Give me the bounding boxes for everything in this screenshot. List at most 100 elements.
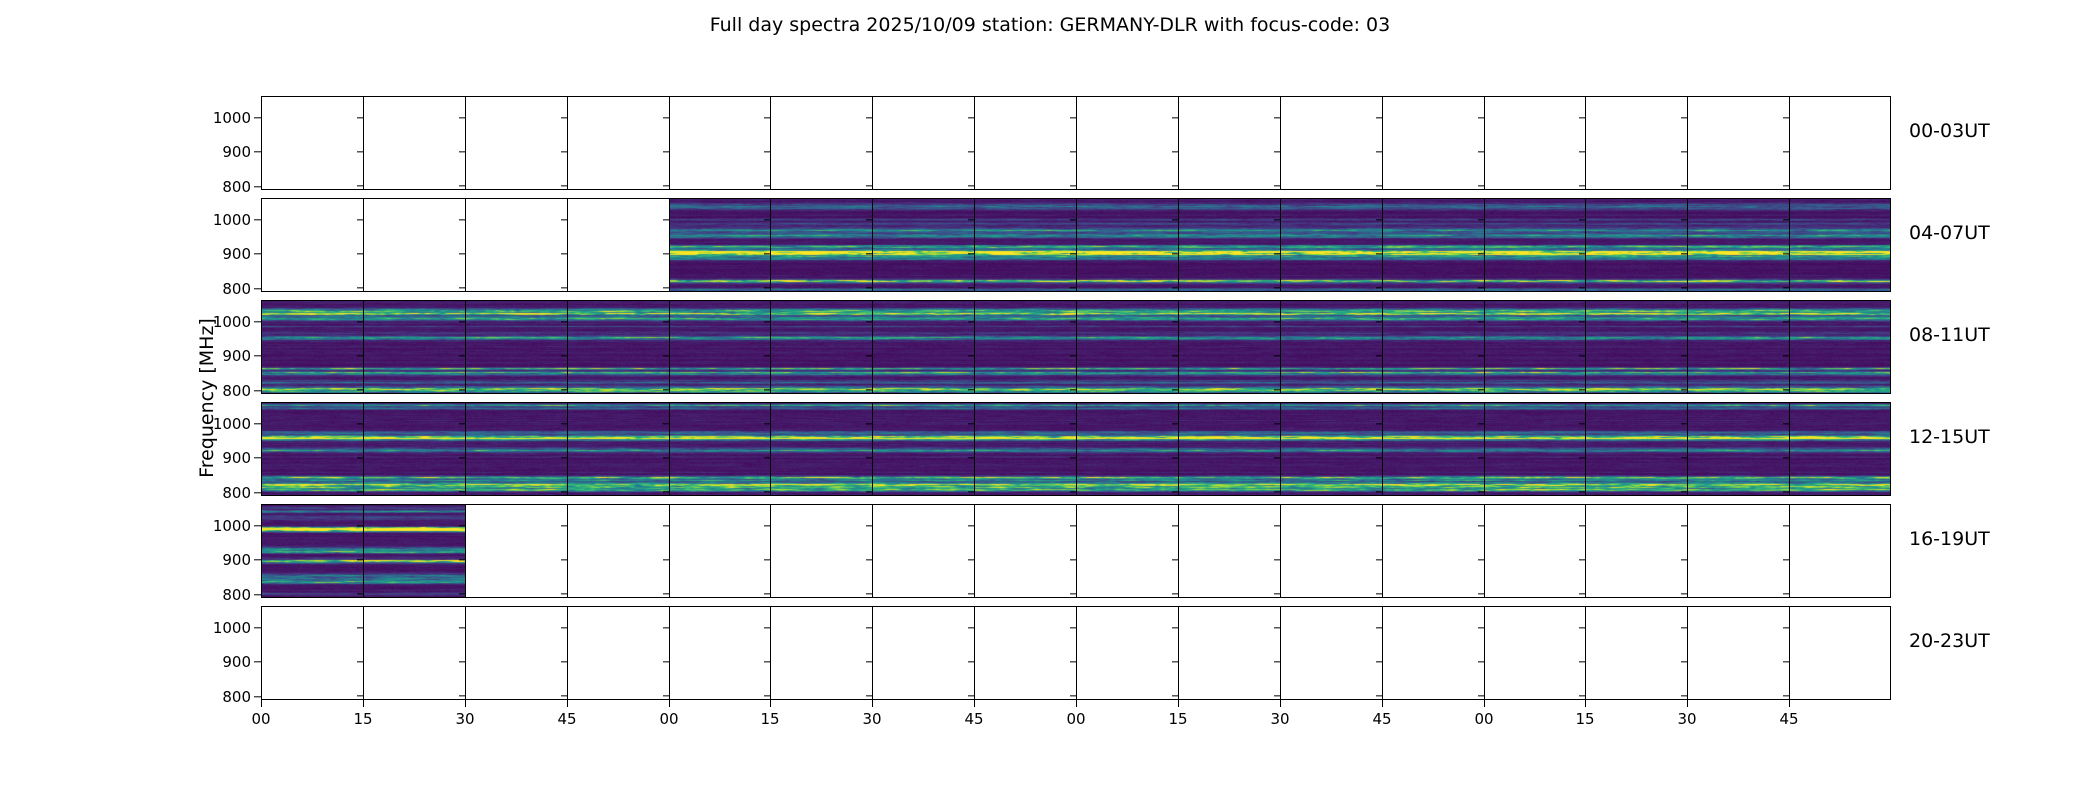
panel-ytick-mark (1070, 457, 1076, 459)
panel-ytick-mark (1172, 151, 1178, 153)
panel-ytick-mark (1478, 219, 1484, 221)
panel-ytick-mark (1579, 321, 1585, 323)
panel-ytick-mark (764, 627, 770, 629)
panel-ytick-mark (1172, 287, 1178, 289)
segment-divider (363, 505, 364, 597)
panel-ytick-mark (1070, 185, 1076, 187)
panel-ytick-mark (1274, 151, 1280, 153)
segment-divider (1382, 97, 1383, 189)
segment-divider (363, 199, 364, 291)
segment-divider (1484, 97, 1485, 189)
panel-ytick-mark (764, 593, 770, 595)
segment-divider (1280, 403, 1281, 495)
panel-ytick-mark (1376, 423, 1382, 425)
panel-ytick-mark (866, 355, 872, 357)
panel-ytick-mark (561, 287, 567, 289)
panel-ytick-mark (968, 695, 974, 697)
x-tick-mark (1076, 700, 1078, 707)
y-tick-mark (254, 525, 261, 527)
panel-ytick-mark (764, 559, 770, 561)
panel-ytick-mark (1274, 661, 1280, 663)
panel-ytick-mark (1172, 695, 1178, 697)
panel-ytick-mark (1274, 355, 1280, 357)
segment-divider (1585, 97, 1586, 189)
panel-ytick-mark (1783, 321, 1789, 323)
panel-ytick-mark (866, 627, 872, 629)
panel-ytick-mark (866, 253, 872, 255)
panel-ytick-mark (561, 321, 567, 323)
panel-ytick-mark (866, 525, 872, 527)
panel-ytick-mark (764, 117, 770, 119)
panel-ytick-mark (1274, 389, 1280, 391)
segment-divider (567, 199, 568, 291)
panel-ytick-mark (1579, 457, 1585, 459)
panel-ytick-mark (1070, 117, 1076, 119)
segment-divider (1585, 403, 1586, 495)
panel-ytick-mark (1478, 593, 1484, 595)
x-tick-mark (1280, 700, 1282, 707)
panel-ytick-mark (663, 355, 669, 357)
x-tick-label: 30 (1677, 710, 1697, 728)
panel-ytick-mark (459, 355, 465, 357)
panel-ytick-mark (1070, 525, 1076, 527)
panel-ytick-mark (561, 491, 567, 493)
panel-ytick-mark (1579, 661, 1585, 663)
y-tick-label: 800 (222, 280, 251, 298)
panel-ytick-mark (459, 627, 465, 629)
panel-ytick-mark (1478, 287, 1484, 289)
segment-divider (1484, 199, 1485, 291)
segment-divider (1178, 97, 1179, 189)
panel-ytick-mark (1172, 559, 1178, 561)
panel-ytick-mark (866, 661, 872, 663)
panel-ytick-mark (764, 321, 770, 323)
panel-ytick-mark (561, 423, 567, 425)
panel-ytick-mark (357, 117, 363, 119)
segment-divider (1585, 301, 1586, 393)
panel-ytick-mark (1070, 151, 1076, 153)
segment-divider (1585, 199, 1586, 291)
panel-ytick-mark (357, 219, 363, 221)
panel-ytick-mark (1579, 423, 1585, 425)
panel-ytick-mark (866, 491, 872, 493)
panel-ytick-mark (1070, 355, 1076, 357)
panel-ytick-mark (1478, 355, 1484, 357)
x-tick-label: 15 (760, 710, 780, 728)
segment-divider (1687, 199, 1688, 291)
x-tick-label: 00 (659, 710, 679, 728)
panel-ytick-mark (1172, 321, 1178, 323)
panel-ytick-mark (968, 457, 974, 459)
segment-divider (1789, 199, 1790, 291)
x-tick-mark (1382, 700, 1384, 707)
segment-divider (872, 607, 873, 699)
segment-divider (363, 607, 364, 699)
panel-ytick-mark (1478, 253, 1484, 255)
segment-divider (770, 505, 771, 597)
panel-ytick-mark (764, 661, 770, 663)
panel-ytick-mark (459, 559, 465, 561)
panel-ytick-mark (968, 253, 974, 255)
panel-ytick-mark (561, 559, 567, 561)
panel-ytick-mark (764, 525, 770, 527)
row-time-label: 08-11UT (1909, 324, 1990, 346)
panel-ytick-mark (968, 287, 974, 289)
panel-ytick-mark (561, 627, 567, 629)
panel-ytick-mark (663, 525, 669, 527)
panel-ytick-mark (1783, 661, 1789, 663)
y-tick-mark (254, 594, 261, 596)
panel-ytick-mark (357, 321, 363, 323)
panel-ytick-mark (1376, 661, 1382, 663)
panel-ytick-mark (1376, 627, 1382, 629)
panel-ytick-mark (866, 389, 872, 391)
panel-ytick-mark (1681, 321, 1687, 323)
panel-ytick-mark (1274, 627, 1280, 629)
panel-ytick-mark (968, 321, 974, 323)
panel-ytick-mark (561, 151, 567, 153)
panel-ytick-mark (1681, 389, 1687, 391)
panel-ytick-mark (1478, 491, 1484, 493)
panel-ytick-mark (1070, 321, 1076, 323)
panel-ytick-mark (1681, 185, 1687, 187)
panel-ytick-mark (1172, 389, 1178, 391)
panel-ytick-mark (357, 151, 363, 153)
panel-ytick-mark (357, 695, 363, 697)
